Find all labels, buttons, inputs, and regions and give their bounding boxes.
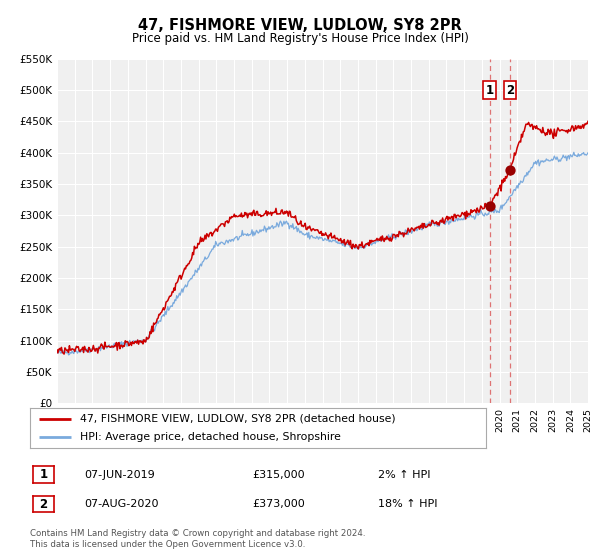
Text: £373,000: £373,000 <box>252 499 305 509</box>
Text: Contains HM Land Registry data © Crown copyright and database right 2024.
This d: Contains HM Land Registry data © Crown c… <box>30 529 365 549</box>
Text: 47, FISHMORE VIEW, LUDLOW, SY8 2PR: 47, FISHMORE VIEW, LUDLOW, SY8 2PR <box>138 18 462 33</box>
Text: 1: 1 <box>40 468 47 482</box>
Text: 47, FISHMORE VIEW, LUDLOW, SY8 2PR (detached house): 47, FISHMORE VIEW, LUDLOW, SY8 2PR (deta… <box>80 414 396 423</box>
Text: 07-AUG-2020: 07-AUG-2020 <box>84 499 158 509</box>
Text: £315,000: £315,000 <box>252 470 305 480</box>
Text: Price paid vs. HM Land Registry's House Price Index (HPI): Price paid vs. HM Land Registry's House … <box>131 32 469 45</box>
Text: 1: 1 <box>485 83 494 97</box>
Point <box>485 202 494 211</box>
Text: 18% ↑ HPI: 18% ↑ HPI <box>378 499 437 509</box>
Text: 2: 2 <box>40 497 47 511</box>
Text: 2% ↑ HPI: 2% ↑ HPI <box>378 470 431 480</box>
Text: 2: 2 <box>506 83 514 97</box>
Point <box>505 165 515 174</box>
Text: 07-JUN-2019: 07-JUN-2019 <box>84 470 155 480</box>
Text: HPI: Average price, detached house, Shropshire: HPI: Average price, detached house, Shro… <box>80 432 341 442</box>
